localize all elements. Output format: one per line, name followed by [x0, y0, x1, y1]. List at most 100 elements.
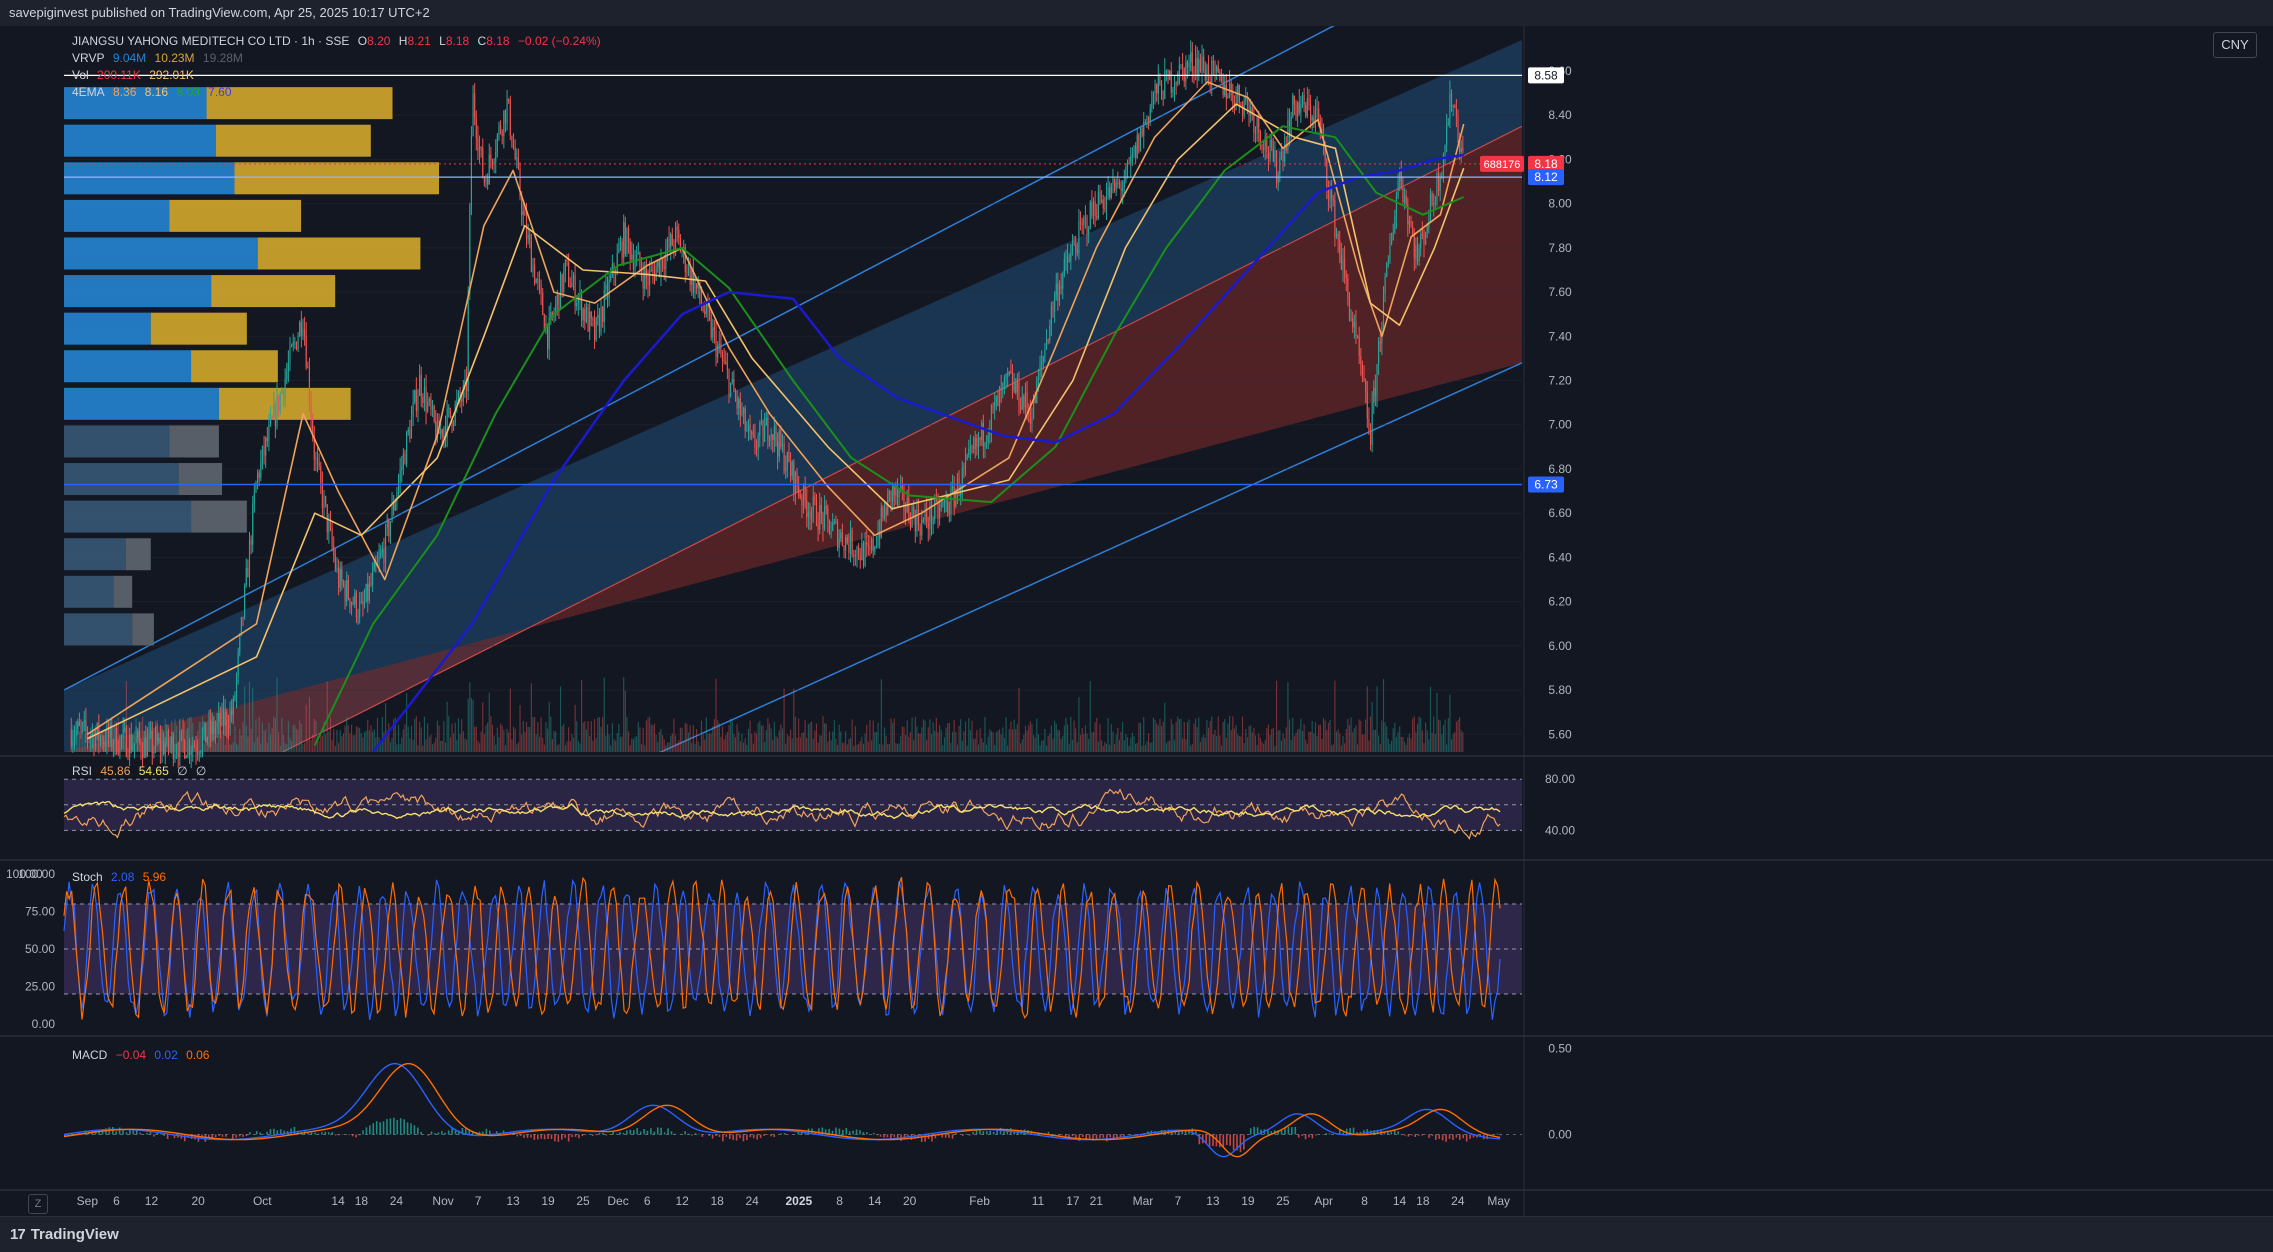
zoom-button[interactable]: Z	[28, 1194, 48, 1214]
candle-body	[413, 402, 414, 416]
time-tick: 24	[1451, 1194, 1465, 1208]
price-tick: 6.80	[1548, 462, 1572, 476]
volume-bar	[902, 726, 903, 752]
candle-body	[1190, 52, 1191, 62]
volume-bar	[1317, 736, 1318, 752]
low-value: 8.18	[446, 34, 469, 48]
volume-bar	[285, 743, 286, 752]
volume-bar	[529, 727, 530, 752]
macd-hist-bar	[376, 1121, 378, 1134]
volume-bar	[1372, 702, 1373, 752]
candle-body	[1046, 339, 1047, 349]
candle-body	[353, 602, 354, 603]
candle-body	[1391, 240, 1392, 244]
currency-button[interactable]: CNY	[2213, 32, 2257, 58]
time-tick: 21	[1090, 1194, 1104, 1208]
candle-body	[618, 249, 619, 254]
candle-body	[1365, 382, 1366, 392]
time-tick: 2025	[785, 1194, 812, 1208]
candle-body	[542, 293, 543, 315]
volume-bar	[1059, 730, 1060, 752]
volume-bar	[306, 705, 307, 752]
volume-bar	[575, 705, 576, 752]
volume-bar	[1284, 738, 1285, 752]
publish-info: savepiginvest published on TradingView.c…	[9, 5, 430, 20]
candle-body	[1433, 203, 1434, 205]
legend-vol-row[interactable]: Vol 200.11K 292.01K	[72, 68, 199, 82]
macd-hist-bar	[1318, 1134, 1320, 1135]
candle-body	[748, 424, 749, 430]
macd-hist-bar	[571, 1134, 573, 1137]
candle-body	[1355, 321, 1356, 336]
macd-hist-bar	[1240, 1134, 1242, 1152]
price-label: 8.58	[1534, 68, 1558, 82]
candle-body	[1070, 252, 1071, 262]
volume-bar	[1002, 728, 1003, 752]
candle-body	[1453, 106, 1454, 107]
low-label: L	[439, 34, 446, 48]
macd-hist-bar	[969, 1134, 971, 1135]
macd-hist-bar	[393, 1118, 395, 1135]
volume-bar	[790, 729, 791, 752]
candle-body	[432, 406, 433, 410]
candle-body	[102, 736, 103, 744]
candle-body	[330, 522, 331, 529]
volume-bar	[1347, 719, 1348, 752]
volume-bar	[746, 745, 747, 752]
macd-hist-bar	[338, 1134, 340, 1135]
candle-body	[315, 458, 316, 459]
macd-legend[interactable]: MACD −0.04 0.02 0.06	[72, 1048, 214, 1062]
volume-bar	[939, 725, 940, 752]
macd-hist-bar	[602, 1133, 604, 1135]
macd-hist-bar	[972, 1132, 974, 1135]
volume-bar	[881, 679, 882, 752]
candle-body	[236, 676, 237, 697]
volume-bar	[988, 737, 989, 752]
candle-body	[610, 275, 611, 280]
rsi-legend[interactable]: RSI 45.86 54.65 ∅ ∅	[72, 764, 211, 778]
volume-bar	[1205, 738, 1206, 752]
volume-bar	[703, 734, 704, 752]
legend-ema-row[interactable]: 4EMA 8.36 8.16 8.03 7.60	[72, 85, 237, 99]
macd-hist-bar	[520, 1134, 522, 1135]
volume-bar	[1342, 736, 1343, 752]
volume-bar	[899, 743, 900, 752]
candle-body	[304, 329, 305, 335]
volume-bar	[696, 729, 697, 752]
macd-hist-bar	[537, 1134, 539, 1139]
candle-body	[1307, 99, 1308, 116]
volume-bar	[918, 733, 919, 752]
macd-hist-bar	[660, 1128, 662, 1135]
candle-body	[1104, 208, 1105, 209]
macd-hist-bar	[684, 1131, 686, 1134]
candle-body	[615, 274, 616, 275]
stoch-legend[interactable]: Stoch 2.08 5.96	[72, 870, 171, 884]
legend-vrvp-row[interactable]: VRVP 9.04M 10.23M 19.28M	[72, 51, 248, 65]
volume-bar	[236, 743, 237, 752]
volume-bar	[447, 702, 448, 752]
symbol-name[interactable]: JIANGSU YAHONG MEDITECH CO LTD · 1h · SS…	[72, 34, 349, 48]
candle-body	[310, 402, 311, 420]
candle-body	[638, 252, 639, 254]
volume-bar	[406, 693, 407, 752]
candle-body	[492, 160, 493, 164]
volume-bar	[923, 719, 924, 752]
macd-hist-bar	[167, 1134, 169, 1139]
candle-body	[299, 322, 300, 337]
volume-bar	[416, 716, 417, 752]
volume-bar	[565, 745, 566, 752]
candle-body	[477, 138, 478, 151]
volume-bar	[884, 727, 885, 752]
candle-body	[1153, 93, 1154, 103]
macd-hist-bar	[1366, 1129, 1368, 1134]
volume-bar	[1163, 722, 1164, 752]
volume-bar	[886, 736, 887, 752]
volume-bar	[1295, 733, 1296, 752]
volume-bar	[610, 746, 611, 752]
candle-body	[558, 294, 559, 310]
candle-body	[1142, 128, 1143, 135]
volume-bar	[827, 742, 828, 752]
macd-hist-bar	[582, 1134, 584, 1136]
